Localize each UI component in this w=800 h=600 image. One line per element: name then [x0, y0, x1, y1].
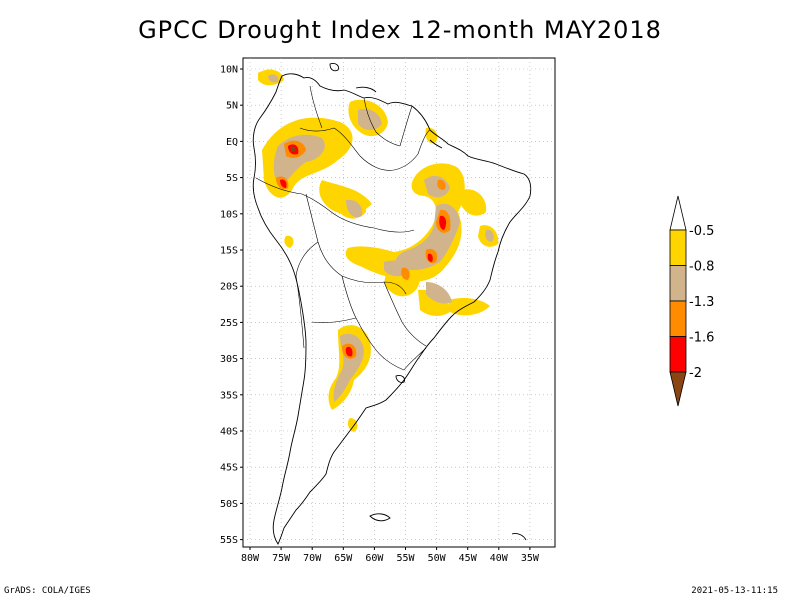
- lon-tick-label: 45W: [459, 553, 478, 564]
- latitude-labels: 10N 5N EQ 5S 10S 15S 20S 25S 30S 35S 40S 45S 50S 55S: [220, 65, 243, 546]
- lon-tick-label: 70W: [303, 553, 322, 564]
- lon-tick-label: 60W: [365, 553, 384, 564]
- legend-arrow-top: [669, 195, 687, 231]
- color-legend: -0.5 -0.8 -1.3 -1.6 -2: [669, 195, 714, 407]
- lat-tick-label: 55S: [220, 535, 238, 546]
- lat-tick-label: 30S: [220, 354, 238, 365]
- drought-shading: [258, 69, 499, 432]
- lat-tick-label: 5S: [226, 173, 238, 184]
- drought-class-brown: [290, 146, 296, 152]
- legend-arrow-bottom: [669, 371, 687, 407]
- drought-class-red: [280, 144, 447, 357]
- footer-credit: GrADS: COLA/IGES: [4, 586, 91, 596]
- lat-tick-label: 10S: [220, 209, 238, 220]
- map-title: GPCC Drought Index 12-month MAY2018: [138, 16, 662, 44]
- footer-timestamp: 2021-05-13-11:15: [691, 586, 778, 596]
- legend-label: -1.3: [689, 295, 714, 310]
- legend-label: -0.8: [689, 260, 714, 275]
- lat-tick-label: 40S: [220, 427, 238, 438]
- lon-tick-label: 75W: [272, 553, 291, 564]
- lon-tick-label: 55W: [396, 553, 415, 564]
- legend-swatch: [669, 265, 687, 302]
- lat-tick-label: EQ: [226, 137, 238, 148]
- legend-swatch: [669, 300, 687, 337]
- longitude-labels: 80W 75W 70W 65W 60W 55W 50W 45W 40W 35W: [241, 547, 540, 564]
- country-borders: [255, 85, 431, 371]
- lat-tick-label: 50S: [220, 499, 238, 510]
- lon-tick-label: 80W: [241, 553, 260, 564]
- legend-label: -2: [689, 366, 702, 381]
- lat-tick-label: 25S: [220, 318, 238, 329]
- lon-tick-label: 50W: [428, 553, 447, 564]
- legend-label: -1.6: [689, 331, 714, 346]
- lon-tick-label: 40W: [490, 553, 509, 564]
- lat-tick-label: 45S: [220, 463, 238, 474]
- lat-tick-label: 35S: [220, 390, 238, 401]
- legend-swatch: [669, 229, 687, 266]
- lat-tick-label: 5N: [226, 101, 238, 112]
- legend-swatch: [669, 336, 687, 373]
- lon-tick-label: 35W: [521, 553, 540, 564]
- legend-label: -0.5: [689, 224, 714, 239]
- lat-tick-label: 10N: [220, 65, 238, 76]
- lat-tick-label: 15S: [220, 246, 238, 257]
- lat-tick-label: 20S: [220, 282, 238, 293]
- lon-tick-label: 65W: [334, 553, 353, 564]
